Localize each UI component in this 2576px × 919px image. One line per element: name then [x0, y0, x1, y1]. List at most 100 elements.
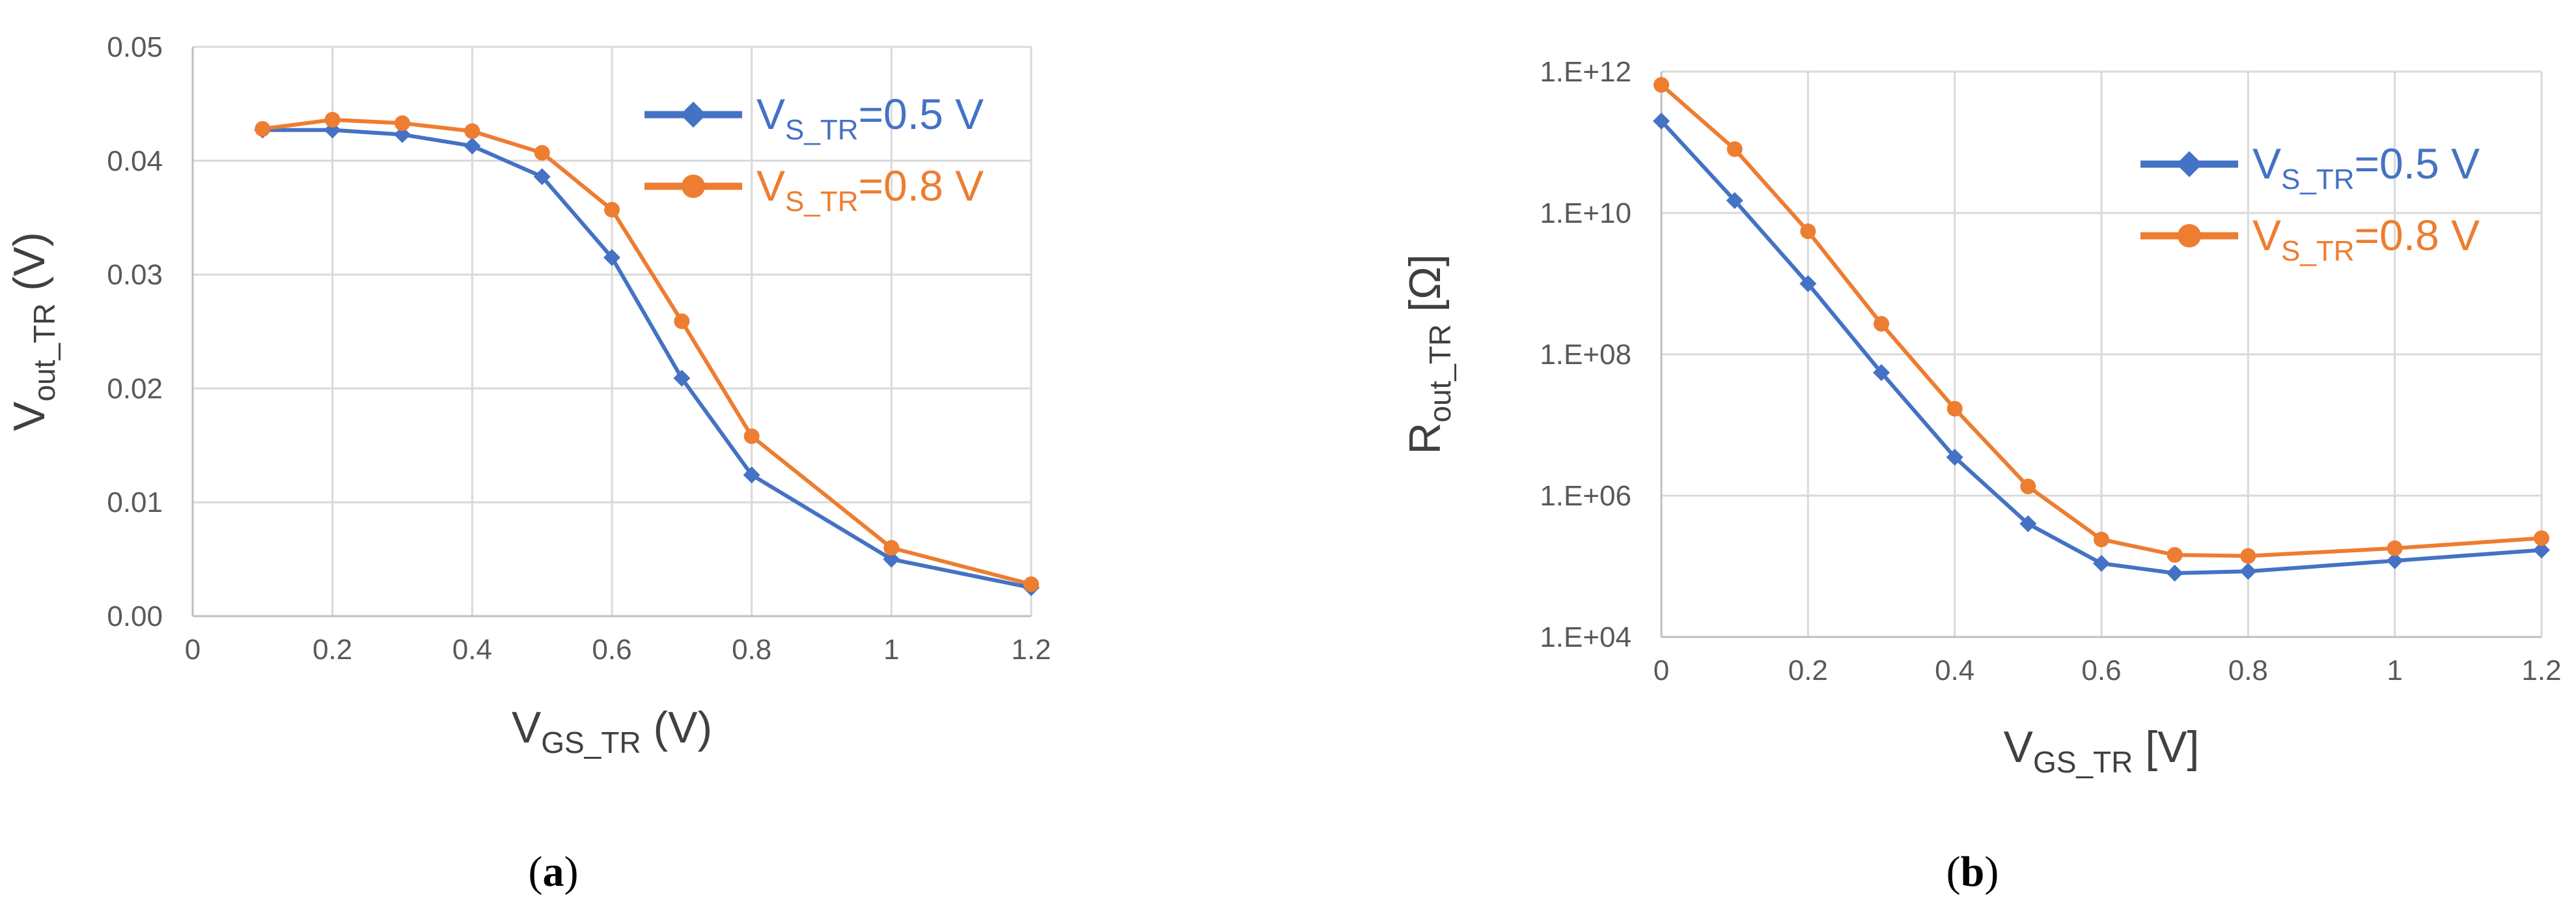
x-tick-label: 1.2	[1011, 634, 1051, 666]
data-point	[743, 466, 760, 484]
panel-caption-label: b	[1961, 848, 1985, 896]
y-axis-title-main: R	[1400, 423, 1450, 455]
data-point	[2239, 563, 2257, 580]
data-point	[1654, 77, 1669, 93]
data-point	[2167, 546, 2183, 563]
data-point	[1799, 275, 1817, 292]
series-line-2	[260, 117, 1033, 587]
data-point	[743, 428, 760, 444]
legend-entry-sub: S_TR	[2281, 235, 2354, 267]
data-point	[1653, 112, 1670, 130]
y-tick-label: 1.E+10	[1540, 197, 1631, 229]
x-axis-title-unit: [V]	[2133, 722, 2199, 772]
y-tick-label: 1.E+12	[1540, 56, 1631, 88]
y-tick-label: 0.01	[107, 487, 163, 518]
x-tick-label: 1	[2387, 655, 2402, 686]
x-tick-label: 0	[1654, 655, 1669, 686]
data-point	[394, 126, 411, 143]
x-axis-title: VGS_TR (V)	[512, 703, 712, 759]
data-point	[2094, 531, 2109, 548]
data-point	[1726, 141, 1743, 158]
x-tick-label: 0.6	[2081, 655, 2121, 686]
x-axis-title-main: V	[512, 703, 542, 752]
y-tick-label: 0.02	[107, 373, 163, 404]
y-axis-title-unit: (V)	[5, 232, 54, 304]
y-axis-title: Vout_TR (V)	[5, 232, 61, 431]
series-line-1	[260, 128, 1033, 590]
data-point	[324, 111, 340, 128]
panel-caption-open: (	[529, 848, 543, 896]
x-axis-title-unit: (V)	[641, 703, 713, 752]
x-axis-title-main: V	[2004, 722, 2034, 772]
data-point	[1946, 448, 1963, 466]
legend-marker	[2178, 224, 2201, 247]
data-point	[534, 145, 550, 161]
data-point	[1874, 316, 1889, 332]
data-point	[2387, 540, 2403, 556]
legend-marker	[682, 175, 705, 198]
data-point	[1946, 401, 1963, 417]
data-point	[2166, 565, 2183, 582]
legend-entry-rest: =0.8 V	[859, 162, 984, 210]
y-tick-label: 0.00	[107, 601, 163, 632]
x-tick-label: 0.2	[1788, 655, 1828, 686]
data-point	[255, 120, 271, 137]
chart-panel-a: 0 0.2 0.4 0.6 0.8 1 1.2 0.00 0.01 0.02 0.03 0.04 0.0…	[5, 31, 1051, 896]
data-point	[2386, 552, 2403, 569]
x-tick-label: 0.8	[732, 634, 771, 666]
data-point	[464, 123, 480, 139]
legend-entry-rest: =0.5 V	[2355, 139, 2480, 188]
data-point	[2093, 555, 2110, 573]
x-tick-label: 0.4	[452, 634, 492, 666]
y-axis-title-unit: [Ω]	[1400, 254, 1450, 324]
data-point	[604, 201, 620, 218]
x-tick-label: 0.6	[592, 634, 631, 666]
y-tick-label: 1.E+08	[1540, 339, 1631, 371]
data-point	[533, 168, 551, 186]
data-point	[464, 137, 481, 155]
data-point	[883, 550, 900, 568]
data-point	[2240, 548, 2256, 564]
y-tick-label: 1.E+04	[1540, 621, 1631, 653]
data-point	[1873, 364, 1890, 382]
x-tick-label: 0.4	[1935, 655, 1974, 686]
data-point	[603, 249, 620, 266]
data-point	[1726, 191, 1743, 209]
legend-entry: VS_TR=0.5 V	[2252, 139, 2480, 195]
legend-entry: VS_TR=0.5 V	[756, 90, 984, 146]
data-point	[1023, 576, 1039, 593]
legend-entry-sub: S_TR	[785, 114, 858, 146]
legend-entry-sub: S_TR	[785, 186, 858, 218]
y-tick-label: 0.05	[107, 31, 163, 63]
y-axis-title-sub: out_TR	[1423, 324, 1457, 423]
legend-entry: VS_TR=0.8 V	[2252, 211, 2480, 267]
y-axis-title-sub: out_TR	[27, 304, 61, 402]
panel-caption: (a)	[529, 848, 579, 896]
panel-caption-close: )	[564, 848, 579, 896]
x-tick-label: 1	[883, 634, 899, 666]
panel-caption-close: )	[1984, 848, 1999, 896]
data-point	[2020, 478, 2036, 494]
legend-entry-main: V	[2252, 211, 2281, 259]
legend-entry-sub: S_TR	[2281, 163, 2354, 195]
data-point	[883, 540, 900, 556]
y-axis-title-main: V	[5, 401, 54, 431]
data-point	[2534, 530, 2549, 546]
x-axis-title: VGS_TR [V]	[2004, 722, 2200, 779]
data-point	[2533, 541, 2550, 559]
data-point	[674, 313, 690, 330]
legend-marker	[2176, 151, 2202, 177]
legend-entry: VS_TR=0.8 V	[756, 162, 984, 218]
panel-caption: (b)	[1946, 848, 1999, 896]
legend-entry-main: V	[2252, 139, 2281, 188]
x-axis-title-sub: GS_TR	[2033, 745, 2133, 779]
x-tick-label: 1.2	[2521, 655, 2561, 686]
legend-entry-rest: =0.8 V	[2355, 211, 2480, 259]
x-axis-title-sub: GS_TR	[541, 726, 641, 759]
x-tick-label: 0.2	[312, 634, 352, 666]
panel-caption-label: a	[543, 848, 564, 896]
data-point	[395, 115, 410, 132]
chart-panel-b: 0 0.2 0.4 0.6 0.8 1 1.2 1.E+04 1.E+06 1.E+08 1.E+1…	[1400, 56, 2562, 896]
data-point	[673, 369, 691, 387]
